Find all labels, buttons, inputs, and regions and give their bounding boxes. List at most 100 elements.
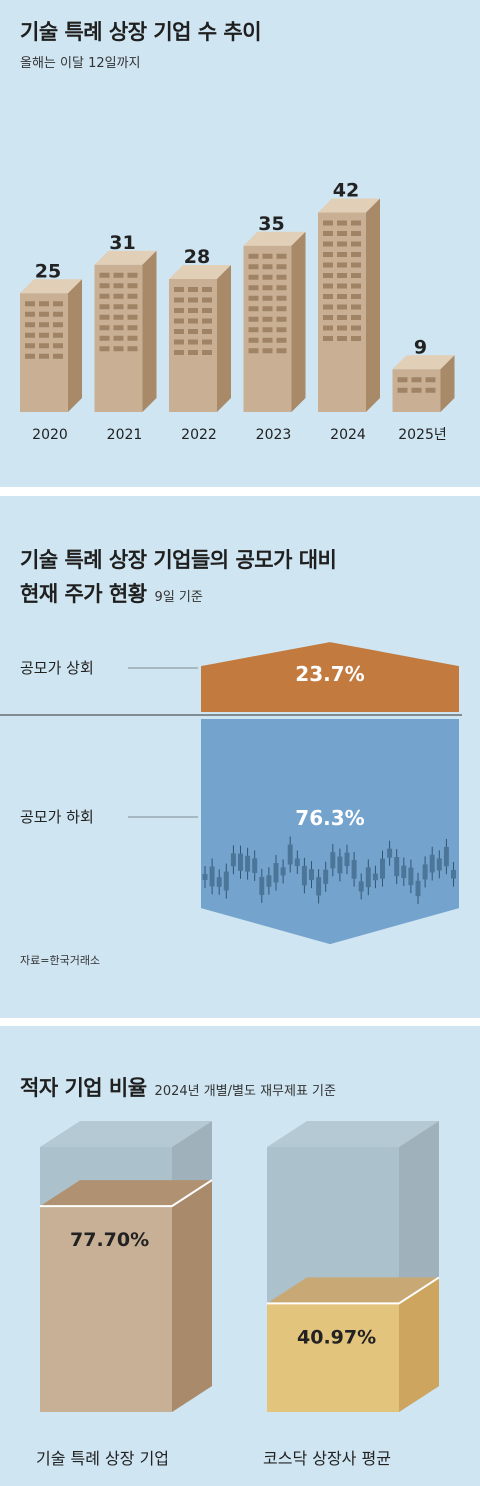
- window: [323, 283, 333, 289]
- window: [262, 327, 273, 333]
- window: [113, 293, 124, 299]
- window: [248, 274, 259, 280]
- window: [113, 272, 124, 278]
- building-bar: [318, 198, 380, 412]
- candle-body: [436, 858, 442, 871]
- window: [262, 306, 273, 312]
- candle-body: [266, 875, 272, 887]
- cube-fill-edge: [267, 1276, 440, 1305]
- cube-fill-front: [40, 1206, 172, 1412]
- value-label: 28: [184, 246, 210, 268]
- year-label: 2023: [256, 427, 292, 443]
- window: [323, 241, 333, 247]
- building-side: [68, 279, 82, 412]
- window: [397, 377, 408, 383]
- window: [39, 301, 49, 307]
- value-label: 25: [35, 260, 61, 282]
- window: [276, 306, 287, 312]
- window: [337, 304, 347, 310]
- window: [323, 231, 333, 236]
- window: [202, 339, 212, 345]
- above-category-label: 공모가 상회: [20, 659, 94, 677]
- window: [323, 315, 333, 320]
- window: [323, 336, 333, 341]
- window: [53, 332, 63, 338]
- candle-body: [365, 867, 371, 888]
- window: [323, 262, 333, 268]
- window: [39, 322, 49, 328]
- window: [351, 273, 361, 278]
- window: [25, 332, 35, 338]
- window: [337, 325, 347, 331]
- window: [99, 325, 110, 331]
- window: [99, 335, 110, 341]
- candle-body: [415, 880, 421, 897]
- building-side: [291, 231, 306, 412]
- window: [276, 295, 287, 301]
- above-value-label: 23.7%: [295, 662, 364, 686]
- window: [262, 316, 273, 322]
- panel3-note: 2024년 개별/별도 재무제표 기준: [154, 1084, 336, 1099]
- value-label: 42: [333, 180, 359, 202]
- building-side: [366, 198, 380, 412]
- window: [99, 314, 110, 320]
- year-label: 2022: [181, 427, 217, 443]
- year-label: 2025년: [398, 427, 447, 443]
- window: [276, 274, 287, 280]
- cube-value-label: 77.70%: [70, 1229, 149, 1251]
- window: [127, 335, 138, 341]
- window: [25, 343, 35, 349]
- window: [174, 339, 184, 345]
- candle-body: [394, 857, 400, 877]
- building-bar: [243, 231, 306, 412]
- window: [174, 308, 184, 313]
- window: [127, 283, 138, 289]
- window: [113, 314, 124, 320]
- window: [411, 377, 422, 383]
- value-label: 31: [109, 232, 135, 254]
- window: [323, 220, 333, 226]
- panel1-title: 기술 특례 상장 기업 수 추이: [20, 20, 262, 44]
- window: [351, 220, 361, 226]
- window: [174, 287, 184, 292]
- candle-body: [316, 877, 322, 896]
- candle-body: [252, 858, 258, 873]
- window: [99, 304, 110, 310]
- window: [262, 348, 273, 354]
- panel1-subtitle: 올해는 이달 12일까지: [20, 56, 141, 71]
- panel2-title-line1: 기술 특례 상장 기업들의 공모가 대비: [20, 548, 337, 572]
- window: [53, 311, 63, 317]
- cubes-chart: 77.70% 기술 특례 상장 기업 40.97% 코스닥 상장사 평균: [36, 1121, 440, 1468]
- window: [202, 329, 212, 334]
- window: [323, 325, 333, 331]
- window: [425, 377, 436, 383]
- window: [262, 295, 273, 301]
- candle-body: [344, 852, 350, 867]
- window: [39, 311, 49, 317]
- cube-fill-front: [267, 1303, 399, 1412]
- building-side: [142, 250, 157, 412]
- window: [351, 241, 361, 247]
- window: [53, 343, 63, 349]
- window: [99, 346, 110, 352]
- cube-fill-side: [399, 1277, 439, 1412]
- window: [188, 287, 198, 292]
- building-side: [440, 355, 455, 412]
- candle-body: [273, 863, 279, 883]
- candle-body: [238, 853, 243, 871]
- candle-body: [422, 864, 428, 880]
- year-label: 2020: [32, 427, 68, 443]
- window: [276, 327, 287, 333]
- window: [99, 283, 110, 289]
- building-bar: [20, 279, 82, 412]
- window: [25, 322, 35, 328]
- window: [337, 220, 347, 226]
- window: [262, 274, 273, 280]
- window: [202, 297, 212, 303]
- window: [39, 353, 49, 359]
- candle-body: [287, 844, 293, 865]
- window: [351, 304, 361, 310]
- building-bar: [169, 265, 231, 412]
- candle-body: [351, 859, 357, 879]
- window: [337, 252, 347, 257]
